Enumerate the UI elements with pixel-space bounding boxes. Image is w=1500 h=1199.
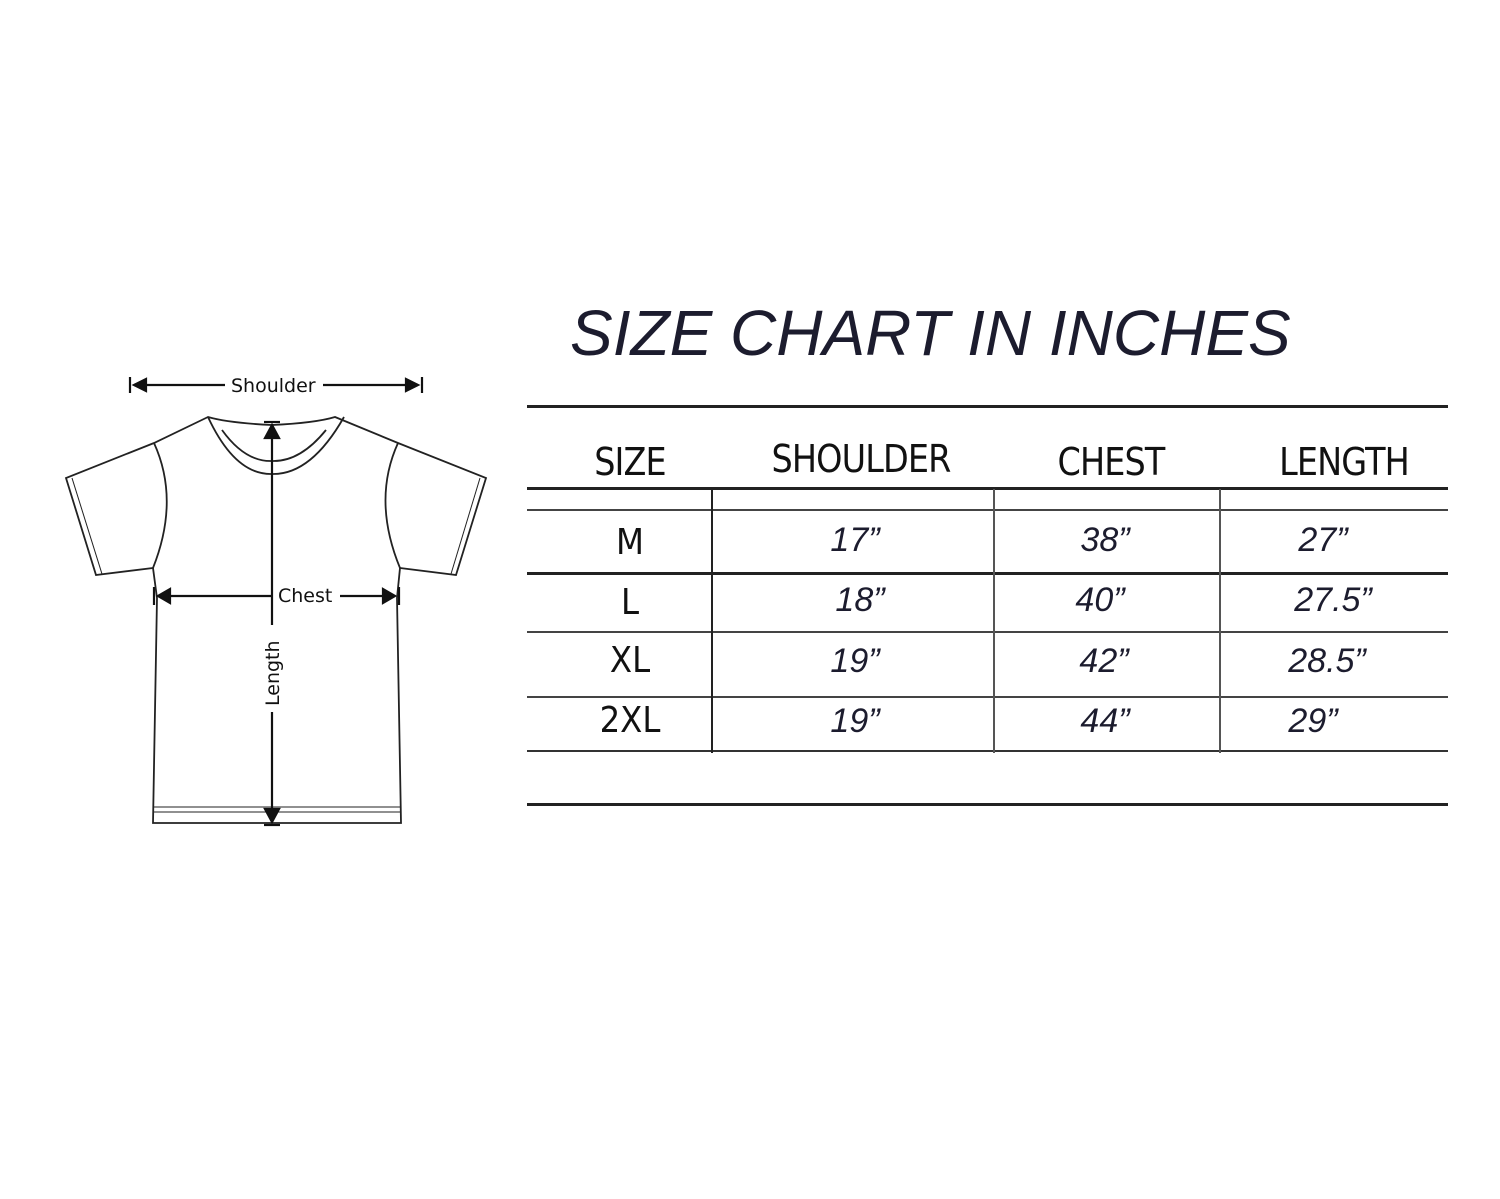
shoulder-cell: 17”	[830, 521, 880, 559]
length-cell: 28.5”	[1288, 642, 1366, 680]
chart-title: SIZE CHART IN INCHES	[570, 297, 1291, 369]
chest-label: Chest	[278, 585, 332, 607]
divider	[527, 750, 1448, 752]
size-cell: 2XL	[599, 700, 661, 741]
shoulder-cell: 19”	[830, 642, 880, 680]
table-top-rule	[527, 405, 1448, 408]
divider	[527, 572, 1448, 575]
header-chest: CHEST	[1057, 440, 1166, 484]
length-cell: 27.5”	[1294, 581, 1372, 619]
divider	[527, 509, 1448, 511]
shoulder-cell: 18”	[835, 581, 885, 619]
chest-cell: 44”	[1080, 702, 1130, 740]
shoulder-cell: 19”	[830, 702, 880, 740]
divider	[527, 631, 1448, 633]
shoulder-label: Shoulder	[231, 375, 316, 397]
column-divider	[993, 489, 995, 753]
header-size: SIZE	[594, 440, 666, 484]
column-divider	[1219, 489, 1221, 753]
chest-cell: 40”	[1075, 581, 1125, 619]
tshirt-outline	[64, 416, 488, 824]
chest-cell: 42”	[1079, 642, 1129, 680]
header-length: LENGTH	[1279, 440, 1410, 484]
chest-cell: 38”	[1080, 521, 1130, 559]
header-rule	[527, 487, 1448, 490]
length-cell: 29”	[1288, 702, 1338, 740]
size-cell: M	[616, 522, 644, 563]
divider	[527, 696, 1448, 698]
header-shoulder: SHOULDER	[771, 437, 952, 481]
size-cell: XL	[609, 640, 651, 681]
length-label: Length	[262, 640, 284, 706]
column-divider	[711, 489, 713, 753]
table-bottom-rule	[527, 803, 1448, 806]
tshirt-diagram: Shoulder Chest Length	[64, 375, 488, 827]
length-cell: 27”	[1298, 521, 1348, 559]
size-cell: L	[620, 582, 640, 623]
